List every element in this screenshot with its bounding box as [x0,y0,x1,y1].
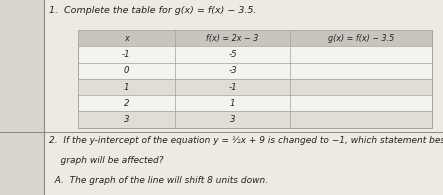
Text: 0: 0 [124,66,129,75]
Text: -1: -1 [228,83,237,92]
Text: -3: -3 [228,66,237,75]
Text: g(x) = f(x) − 3.5: g(x) = f(x) − 3.5 [328,34,394,43]
Bar [0,0,44,195]
Text: 3: 3 [124,115,129,124]
Bar [78,30,432,46]
Text: f(x) = 2x − 3: f(x) = 2x − 3 [206,34,259,43]
Bar [78,79,432,95]
Text: 1.  Complete the table for g(x) = f(x) − 3.5.: 1. Complete the table for g(x) = f(x) − … [49,6,256,15]
Bar [78,112,432,128]
Text: x: x [124,34,128,43]
Text: A.  The graph of the line will shift 8 units down.: A. The graph of the line will shift 8 un… [49,176,268,185]
Text: 2: 2 [124,99,129,108]
Text: 1: 1 [230,99,235,108]
Text: graph will be affected?: graph will be affected? [49,156,163,165]
Text: -1: -1 [122,50,131,59]
Text: -5: -5 [228,50,237,59]
Text: 3: 3 [230,115,235,124]
Text: 2.  If the y-intercept of the equation y = ½x + 9 is changed to −1, which statem: 2. If the y-intercept of the equation y … [49,136,443,144]
Text: 1: 1 [124,83,129,92]
Bar [78,30,432,128]
